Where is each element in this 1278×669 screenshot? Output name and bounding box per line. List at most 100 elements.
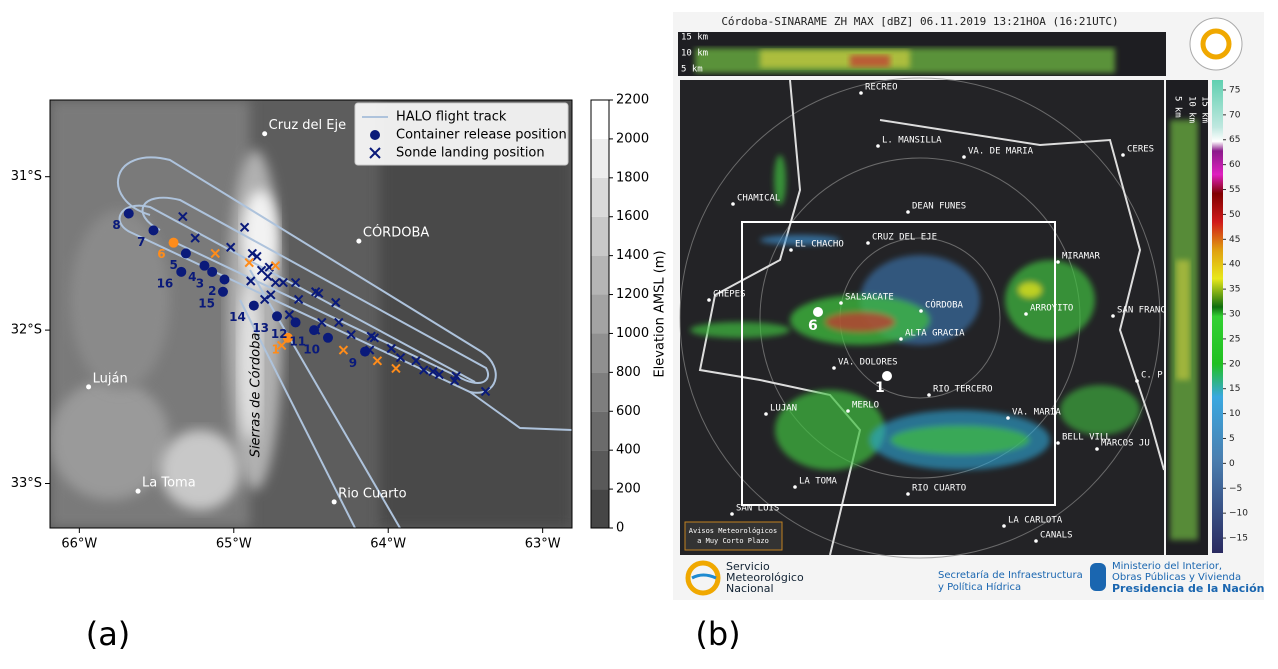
sonde-landing [317, 317, 327, 328]
colorbar-band [591, 333, 609, 373]
radar-city-label: LUJAN [770, 404, 797, 414]
radar-colorbar-label: −10 [1229, 509, 1248, 519]
colorbar-band [591, 411, 609, 451]
sonde-landing [270, 277, 281, 288]
sonde-landing [210, 248, 220, 259]
sonde-landing [434, 369, 444, 380]
radar-city-label: VA. MARIA [1012, 408, 1061, 418]
x-tick-label: 64°W [370, 537, 406, 552]
colorbar-tick-label: 1400 [616, 248, 649, 263]
logo-text: Presidencia de la Nación [1112, 582, 1264, 595]
radar-colorbar-label: 65 [1229, 135, 1240, 145]
radar-city-dot [1135, 379, 1139, 383]
colorbar-frame [590, 99, 610, 529]
radar-city-dot [859, 91, 863, 95]
release-label: 14 [229, 310, 246, 324]
radar-city-dot [876, 144, 880, 148]
terrain [50, 100, 572, 528]
radar-city-dot [1111, 314, 1115, 318]
warning-text: Avisos Meteorológicos [689, 527, 778, 535]
sonde-landing [395, 353, 406, 363]
sonde-landing [190, 233, 200, 243]
map-frame [49, 99, 573, 529]
colorbar-band [591, 450, 609, 490]
city-label: CÓRDOBA [363, 225, 430, 241]
container-release [123, 208, 134, 219]
colorbar-tick-label: 600 [616, 404, 641, 419]
y-tick-label: 33°S [11, 476, 42, 491]
sonde-landing [346, 330, 356, 340]
radar-colorbar-label: 20 [1229, 359, 1241, 369]
release-label: 8 [112, 218, 120, 232]
sonde-landing [338, 345, 349, 355]
colorbar-label: Elevation AMSL (m) [653, 250, 668, 377]
release-label: 16 [157, 276, 174, 290]
container-release [207, 266, 218, 277]
radar-colorbar-label: 55 [1229, 185, 1240, 195]
radar-colorbar-label: −5 [1229, 484, 1242, 494]
sonde-landing [334, 317, 344, 328]
panel-label: (b) [695, 615, 740, 653]
sonde-landing [293, 294, 304, 305]
sonde-landing [411, 356, 421, 366]
sonde-landing [244, 257, 254, 268]
radar-city-dot [1002, 524, 1006, 528]
radar-city-dot [730, 512, 734, 516]
release-label: 6 [157, 247, 165, 261]
logos: Servicio Meteorológico Nacional Secretar… [685, 17, 1264, 596]
logo-text: Obras Públicas y Vivienda [1112, 571, 1241, 583]
container-release [219, 274, 230, 285]
release-label: 15 [198, 296, 215, 310]
radar-city-dot [927, 393, 931, 397]
radar-city-label: MERLO [852, 401, 879, 411]
radar-city-label: CANALS [1040, 531, 1073, 541]
sonde-landing [386, 343, 397, 354]
radar-colorbar-label: 60 [1229, 160, 1241, 170]
colorbar-band [591, 138, 609, 178]
radar-city-dot [789, 248, 793, 252]
sonde-landing [391, 363, 401, 374]
radar-colorbar-label: 25 [1229, 334, 1240, 344]
radar-colorbar-label: 5 [1229, 434, 1235, 444]
radar-city-label: CHEPES [713, 290, 746, 300]
radar-city-dot [707, 298, 711, 302]
city-dot [356, 238, 362, 244]
colorbar-tick-label: 1600 [616, 209, 649, 224]
sonde-landing [266, 290, 276, 300]
logo-text: Ministerio del Interior, [1112, 561, 1222, 572]
sonde-landing [270, 260, 281, 271]
logo-text: Meteorológico [726, 571, 804, 584]
colorbar-tick-label: 1000 [616, 326, 649, 341]
container-release [180, 248, 191, 259]
city-dot [331, 499, 337, 505]
release-label: 12 [271, 327, 288, 341]
site-marker: 1 [875, 380, 885, 396]
legend-label: Sonde landing position [396, 146, 545, 161]
city-dot [86, 384, 92, 390]
radar-city-label: VA. DE MARIA [968, 147, 1034, 157]
colorbar-tick-label: 1200 [616, 287, 649, 302]
radar-city-label: RIO TERCERO [933, 385, 993, 395]
release-label: 10 [303, 342, 320, 356]
height-label: 5 km [681, 65, 703, 75]
city-label: Rio Cuarto [338, 486, 406, 501]
release-label: 2 [208, 284, 216, 298]
radar-city-label: C. P [1141, 371, 1163, 381]
container-release [148, 225, 159, 236]
radar-city-label: MIRAMAR [1062, 252, 1101, 262]
colorbar-tick-label: 200 [616, 482, 641, 497]
colorbar-band [591, 177, 609, 217]
city-label: Cruz del Eje [269, 118, 346, 133]
release-label: 3 [196, 276, 204, 290]
sonde-landing [449, 376, 460, 386]
colorbar-band [591, 255, 609, 295]
height-label: 5 km [1173, 96, 1183, 118]
radar-city-dot [1024, 312, 1028, 316]
height-label: 10 km [681, 49, 708, 59]
container-release [248, 300, 259, 311]
container-release [217, 286, 228, 297]
radar-city-label: CÓRDOBA [925, 299, 964, 311]
container-release [360, 346, 371, 357]
logo-text: Servicio [726, 560, 770, 573]
